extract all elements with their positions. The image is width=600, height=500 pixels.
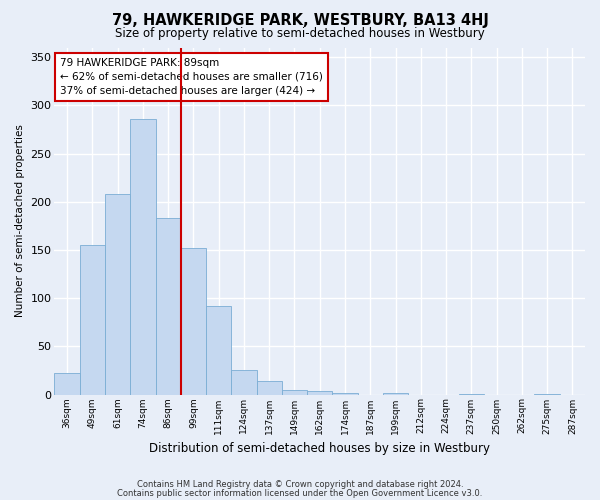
Bar bbox=[383, 392, 408, 394]
Text: 79, HAWKERIDGE PARK, WESTBURY, BA13 4HJ: 79, HAWKERIDGE PARK, WESTBURY, BA13 4HJ bbox=[112, 12, 488, 28]
Text: Contains public sector information licensed under the Open Government Licence v3: Contains public sector information licen… bbox=[118, 488, 482, 498]
Y-axis label: Number of semi-detached properties: Number of semi-detached properties bbox=[15, 124, 25, 318]
X-axis label: Distribution of semi-detached houses by size in Westbury: Distribution of semi-detached houses by … bbox=[149, 442, 490, 455]
Bar bbox=[130, 119, 155, 394]
Bar bbox=[307, 390, 332, 394]
Text: Size of property relative to semi-detached houses in Westbury: Size of property relative to semi-detach… bbox=[115, 28, 485, 40]
Bar bbox=[181, 248, 206, 394]
Text: 79 HAWKERIDGE PARK: 89sqm
← 62% of semi-detached houses are smaller (716)
37% of: 79 HAWKERIDGE PARK: 89sqm ← 62% of semi-… bbox=[60, 58, 323, 96]
Bar bbox=[105, 194, 130, 394]
Bar bbox=[80, 245, 105, 394]
Bar bbox=[232, 370, 257, 394]
Bar bbox=[332, 392, 358, 394]
Bar bbox=[55, 374, 80, 394]
Bar bbox=[257, 381, 282, 394]
Bar bbox=[155, 218, 181, 394]
Bar bbox=[206, 306, 232, 394]
Bar bbox=[282, 390, 307, 394]
Text: Contains HM Land Registry data © Crown copyright and database right 2024.: Contains HM Land Registry data © Crown c… bbox=[137, 480, 463, 489]
